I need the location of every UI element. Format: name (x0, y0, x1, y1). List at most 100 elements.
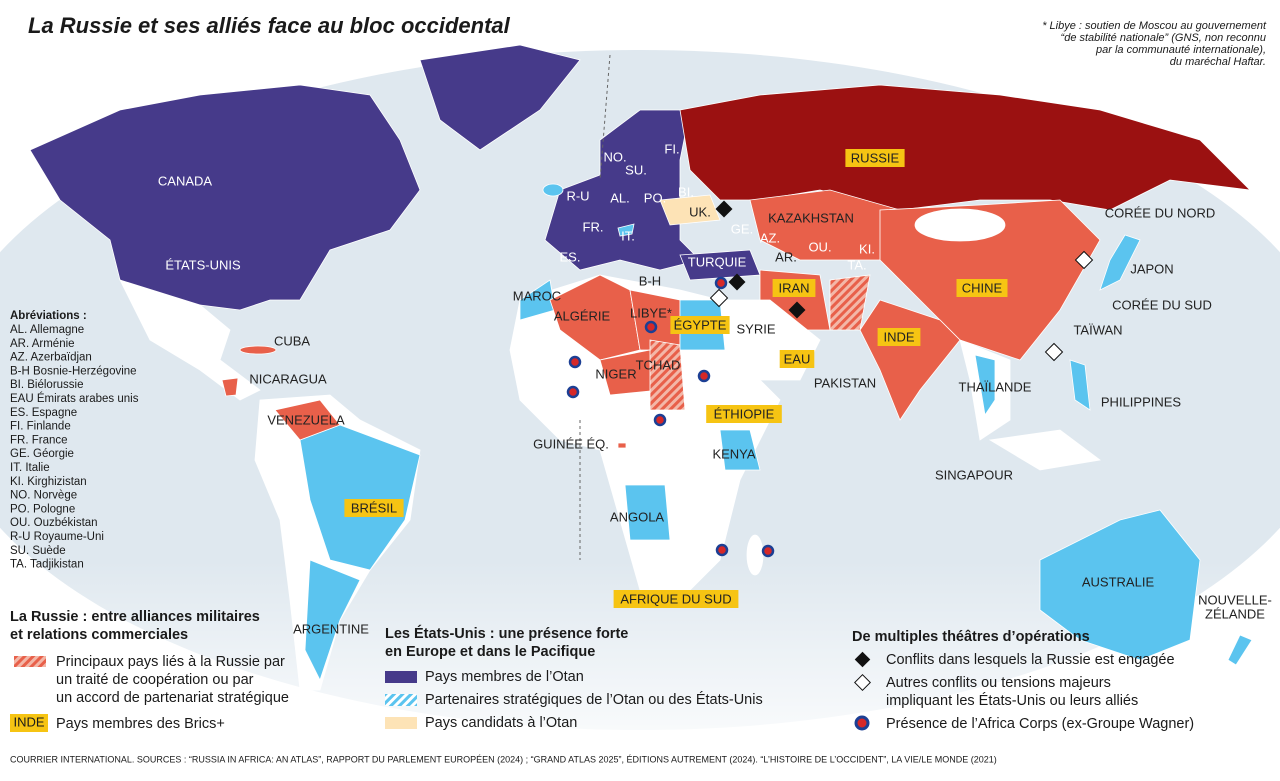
note: * Libye : soutien de Moscou au gouvernem… (1042, 20, 1267, 68)
africa-corps-icon (761, 544, 775, 558)
title: La Russie et ses alliés face au bloc occ… (28, 13, 511, 38)
country-label: VENEZUELA (267, 412, 345, 427)
conflict-icon (788, 301, 806, 319)
country-label: ARGENTINE (293, 621, 369, 636)
conflict-icon (715, 200, 733, 218)
country-label: ZÉLANDE (1205, 606, 1265, 621)
country-label: IT. (621, 228, 635, 243)
legend-item: Pays candidats à l’Otan (425, 715, 577, 731)
country-label: ÉTATS-UNIS (165, 257, 241, 272)
icon (854, 715, 870, 731)
legend-item: un accord de partenariat stratégique (56, 690, 289, 706)
swatch (385, 694, 417, 706)
country-label: PHILIPPINES (1101, 394, 1182, 409)
land (29, 44, 1253, 691)
country-label: CANADA (158, 173, 213, 188)
country-label: SU. (625, 162, 647, 177)
brics-badge (772, 279, 816, 297)
brics-badge (670, 316, 730, 334)
legend-title: De multiples théâtres d’opérations (852, 629, 1090, 645)
note-line: du maréchal Haftar. (1170, 56, 1266, 68)
brics-badge (613, 590, 739, 608)
country-label: NO. (603, 149, 626, 164)
abbr-item: FR. France (10, 434, 68, 446)
country-label: JAPON (1130, 261, 1173, 276)
abbr-item: PO. Pologne (10, 503, 75, 515)
abbr-item: OU. Ouzbékistan (10, 517, 98, 529)
legend-item: Conflits dans lesquels la Russie est eng… (886, 652, 1175, 668)
africa-corps-icon (653, 413, 667, 427)
abbr-item: SU. Suède (10, 545, 66, 557)
country-label: PO. (644, 190, 666, 205)
country-label: CUBA (274, 333, 310, 348)
country-label: TCHAD (636, 357, 681, 372)
abbr-item: AR. Arménie (10, 338, 75, 350)
legend-item: Pays membres de l’Otan (425, 669, 584, 685)
brics-badge (779, 350, 815, 368)
country-label: OU. (808, 239, 831, 254)
country-label: ALGÉRIE (554, 308, 611, 323)
abbr-title: Abréviations : (10, 310, 87, 322)
country-label: GE. (731, 221, 753, 236)
country-label: SYRIE (736, 321, 775, 336)
country-label: CORÉE DU SUD (1112, 297, 1212, 312)
brics-label: CHINE (962, 280, 1003, 295)
overlays (579, 54, 611, 560)
country-label: KENYA (712, 446, 755, 461)
country-label: MAROC (513, 288, 561, 303)
icon (854, 651, 871, 668)
brics-label: AFRIQUE DU SUD (620, 591, 731, 606)
legend-item: Autres conflits ou tensions majeurs (886, 675, 1111, 691)
abbr-item: TA. Tadjikistan (10, 559, 84, 571)
swatch (385, 671, 417, 683)
country-label: KAZAKHSTAN (768, 210, 854, 225)
country-label: NOUVELLE- (1198, 592, 1272, 607)
brics-badge (877, 328, 921, 346)
country-label: PAKISTAN (814, 375, 876, 390)
country-label: AR. (775, 249, 797, 264)
note-line: * Libye : soutien de Moscou au gouvernem… (1042, 20, 1267, 32)
legend-item: Partenaires stratégiques de l’Otan ou de… (425, 691, 763, 708)
country-label: AZ. (760, 230, 780, 245)
country-label: LIBYE* (630, 305, 672, 320)
country-label: UK. (689, 204, 711, 219)
brics-label: ÉGYPTE (674, 317, 727, 332)
conflict-icon (728, 273, 746, 291)
brics-label: EAU (784, 351, 811, 366)
conflict-icon (1074, 250, 1094, 270)
abbr-item: BI. Biélorussie (10, 379, 84, 391)
brics-label: RUSSIE (851, 150, 900, 165)
africa-corps-icon (697, 369, 711, 383)
africa-corps-icon (566, 385, 580, 399)
legend-russia: La Russie : entre alliances militaires e… (10, 609, 289, 732)
swatch (14, 656, 46, 667)
abbr-item: ES. Espagne (10, 407, 77, 419)
abbr-item: R-U Royaume-Uni (10, 531, 104, 543)
abbr-item: GE. Géorgie (10, 448, 74, 460)
abbr-item: KI. Kirghizistan (10, 476, 87, 488)
brics-badge (706, 405, 782, 423)
country-label: FI. (664, 141, 679, 156)
abbr-item: EAU Émirats arabes unis (10, 392, 139, 405)
abbr-item: B-H Bosnie-Herzégovine (10, 365, 137, 377)
brics-label: BRÉSIL (351, 500, 397, 515)
country-label: FR. (583, 219, 604, 234)
swatch-label: INDE (13, 714, 44, 729)
country-label: NICARAGUA (249, 371, 327, 386)
country-label: GUINÉE ÉQ. (533, 436, 609, 451)
map-labels: CANADA ÉTATS-UNIS CUBA NICARAGUA VENEZUELA AR… (158, 141, 1272, 636)
legend-item: impliquant les États-Unis ou leurs allié… (886, 692, 1138, 709)
country-label: AL. (610, 190, 630, 205)
brics-badge (956, 279, 1008, 297)
country-label: TAÏWAN (1073, 322, 1122, 337)
country-label: ES. (560, 249, 581, 264)
swatch (10, 714, 48, 732)
abbr-item: AZ. Azerbaïdjan (10, 352, 92, 364)
abbr-item: FI. Finlande (10, 421, 71, 433)
legend-title: en Europe et dans le Pacifique (385, 644, 595, 660)
legend-item: Principaux pays liés à la Russie par (56, 654, 285, 670)
note-line: par la communauté internationale), (1095, 44, 1266, 56)
